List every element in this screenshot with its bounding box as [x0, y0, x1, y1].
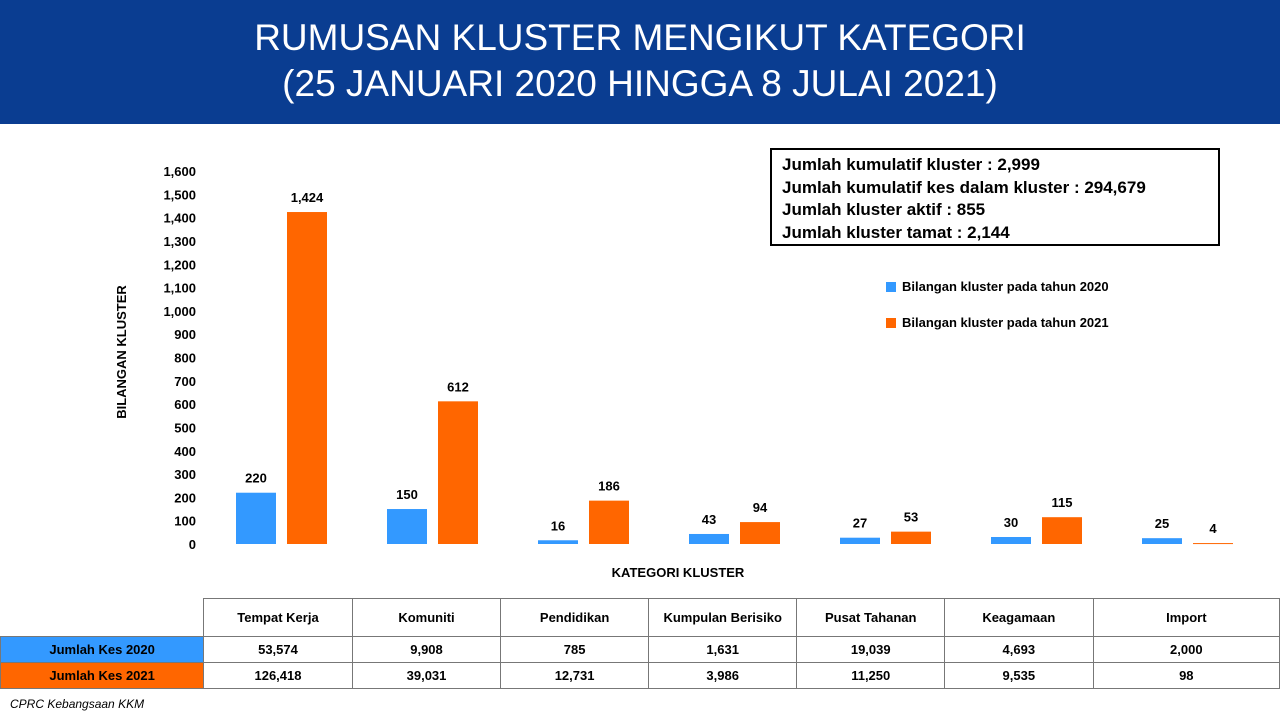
table-header-cell: Komuniti — [351, 598, 502, 637]
y-tick-label: 300 — [174, 467, 196, 482]
summary-box: Jumlah kumulatif kluster : 2,999 Jumlah … — [770, 148, 1220, 246]
data-label: 612 — [447, 379, 469, 394]
bar-2021-komuniti — [438, 401, 478, 544]
bar-2020-pendidikan — [538, 540, 578, 544]
table-header-cell: Import — [1092, 598, 1280, 637]
x-axis-label: KATEGORI KLUSTER — [612, 565, 745, 580]
bar-2020-komuniti — [387, 509, 427, 544]
summary-cumulative-clusters: Jumlah kumulatif kluster : 2,999 — [782, 155, 1040, 174]
cases-table: Tempat Kerja Komuniti Pendidikan Kumpula… — [0, 598, 1280, 689]
data-label: 220 — [245, 471, 267, 486]
table-cell: 3,986 — [647, 662, 798, 689]
title-banner: RUMUSAN KLUSTER MENGIKUT KATEGORI (25 JA… — [0, 0, 1280, 124]
bar-2021-keagamaan — [1042, 517, 1082, 544]
data-label: 4 — [1209, 521, 1217, 536]
table-header-cell: Tempat Kerja — [203, 598, 353, 637]
y-tick-label: 0 — [189, 537, 196, 552]
bar-2020-kumpulan-berisiko — [689, 533, 729, 544]
bar-2020-tempat-kerja — [236, 492, 276, 544]
y-tick-label: 100 — [174, 514, 196, 529]
bar-2021-import — [1193, 543, 1233, 545]
bar-2020-keagamaan — [991, 537, 1031, 544]
legend-swatch-2021 — [886, 317, 896, 328]
y-tick-label: 1,300 — [163, 234, 196, 249]
summary-ended-clusters: Jumlah kluster tamat : 2,144 — [782, 222, 1010, 242]
data-label: 43 — [702, 512, 716, 527]
y-tick-label: 800 — [174, 351, 196, 366]
table-cell: 39,031 — [351, 662, 502, 689]
table-cell: 11,250 — [796, 662, 945, 689]
table-cell: 2,000 — [1092, 636, 1280, 663]
legend-label-2021: Bilangan kluster pada tahun 2021 — [902, 315, 1109, 331]
table-cell: 9,535 — [944, 662, 1094, 689]
legend-item-2020: Bilangan kluster pada tahun 2020 — [886, 278, 1109, 294]
y-tick-label: 1,500 — [163, 187, 196, 202]
bar-2021-tempat-kerja — [287, 212, 327, 544]
table-row: Jumlah Kes 2020 53,574 9,908 785 1,631 1… — [0, 636, 1280, 663]
data-label: 186 — [598, 479, 620, 494]
table-corner — [1, 599, 204, 637]
table-row: Jumlah Kes 2021 126,418 39,031 12,731 3,… — [0, 662, 1280, 689]
y-tick-label: 200 — [174, 490, 196, 505]
data-label: 30 — [1004, 515, 1018, 530]
page-title: RUMUSAN KLUSTER MENGIKUT KATEGORI — [254, 17, 1026, 58]
legend-item-2021: Bilangan kluster pada tahun 2021 — [886, 314, 1109, 330]
bar-chart: 0 100 200 300 400 500 600 700 800 900 1,000 1,100 1,… — [114, 164, 1233, 580]
table-cell: 126,418 — [203, 662, 353, 689]
y-tick-label: 700 — [174, 374, 196, 389]
table-cell: 98 — [1092, 662, 1280, 689]
data-label: 115 — [1052, 495, 1073, 510]
y-tick-label: 400 — [174, 444, 196, 459]
table-header-cell: Keagamaan — [944, 598, 1094, 637]
table-cell: 19,039 — [796, 636, 945, 663]
bar-2021-kumpulan-berisiko — [740, 522, 780, 544]
legend-swatch-2020 — [886, 281, 896, 292]
row-label-2020: Jumlah Kes 2020 — [0, 636, 205, 663]
page-subtitle: (25 JANUARI 2020 HINGGA 8 JULAI 2021) — [282, 63, 998, 104]
y-tick-label: 500 — [174, 420, 196, 435]
summary-active-clusters: Jumlah kluster aktif : 855 — [782, 200, 986, 219]
table-header-cell: Pusat Tahanan — [796, 598, 945, 637]
y-tick-label: 900 — [174, 327, 196, 342]
table-cell: 9,908 — [351, 636, 502, 663]
y-tick-label: 1,100 — [163, 281, 196, 296]
bar-2021-pusat-tahanan — [891, 531, 931, 544]
bar-2021-pendidikan — [589, 500, 629, 544]
data-label: 1,424 — [291, 190, 324, 205]
data-label: 150 — [396, 487, 418, 502]
bar-2020-import — [1142, 538, 1182, 544]
y-tick-label: 600 — [174, 397, 196, 412]
y-tick-label: 1,200 — [163, 257, 196, 272]
table-header-cell: Kumpulan Berisiko — [647, 598, 798, 637]
data-label: 27 — [853, 516, 867, 531]
source-credit: CPRC Kebangsaan KKM — [10, 697, 145, 711]
table-cell: 53,574 — [203, 636, 353, 663]
y-tick-label: 1,600 — [163, 164, 196, 179]
legend-label-2020: Bilangan kluster pada tahun 2020 — [902, 279, 1109, 295]
table-cell: 12,731 — [500, 662, 649, 689]
bar-2020-pusat-tahanan — [840, 537, 880, 544]
y-tick-label: 1,400 — [163, 211, 196, 226]
row-label-2021: Jumlah Kes 2021 — [0, 662, 205, 689]
data-label: 16 — [551, 518, 565, 533]
y-axis-label: BILANGAN KLUSTER — [114, 285, 129, 419]
table-cell: 4,693 — [944, 636, 1094, 663]
data-label: 25 — [1155, 516, 1169, 531]
data-label: 94 — [753, 500, 768, 515]
table-header-cell: Pendidikan — [500, 598, 649, 637]
data-label: 53 — [904, 510, 918, 525]
y-tick-label: 1,000 — [163, 304, 196, 319]
summary-cumulative-cases: Jumlah kumulatif kes dalam kluster : 294… — [782, 177, 1146, 197]
table-cell: 1,631 — [647, 636, 798, 663]
table-cell: 785 — [500, 636, 649, 663]
table-header-row: Tempat Kerja Komuniti Pendidikan Kumpula… — [1, 598, 1280, 637]
